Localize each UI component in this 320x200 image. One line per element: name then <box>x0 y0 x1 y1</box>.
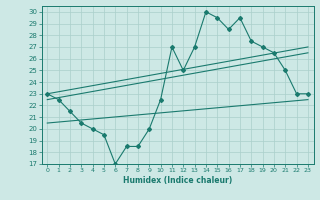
X-axis label: Humidex (Indice chaleur): Humidex (Indice chaleur) <box>123 176 232 185</box>
